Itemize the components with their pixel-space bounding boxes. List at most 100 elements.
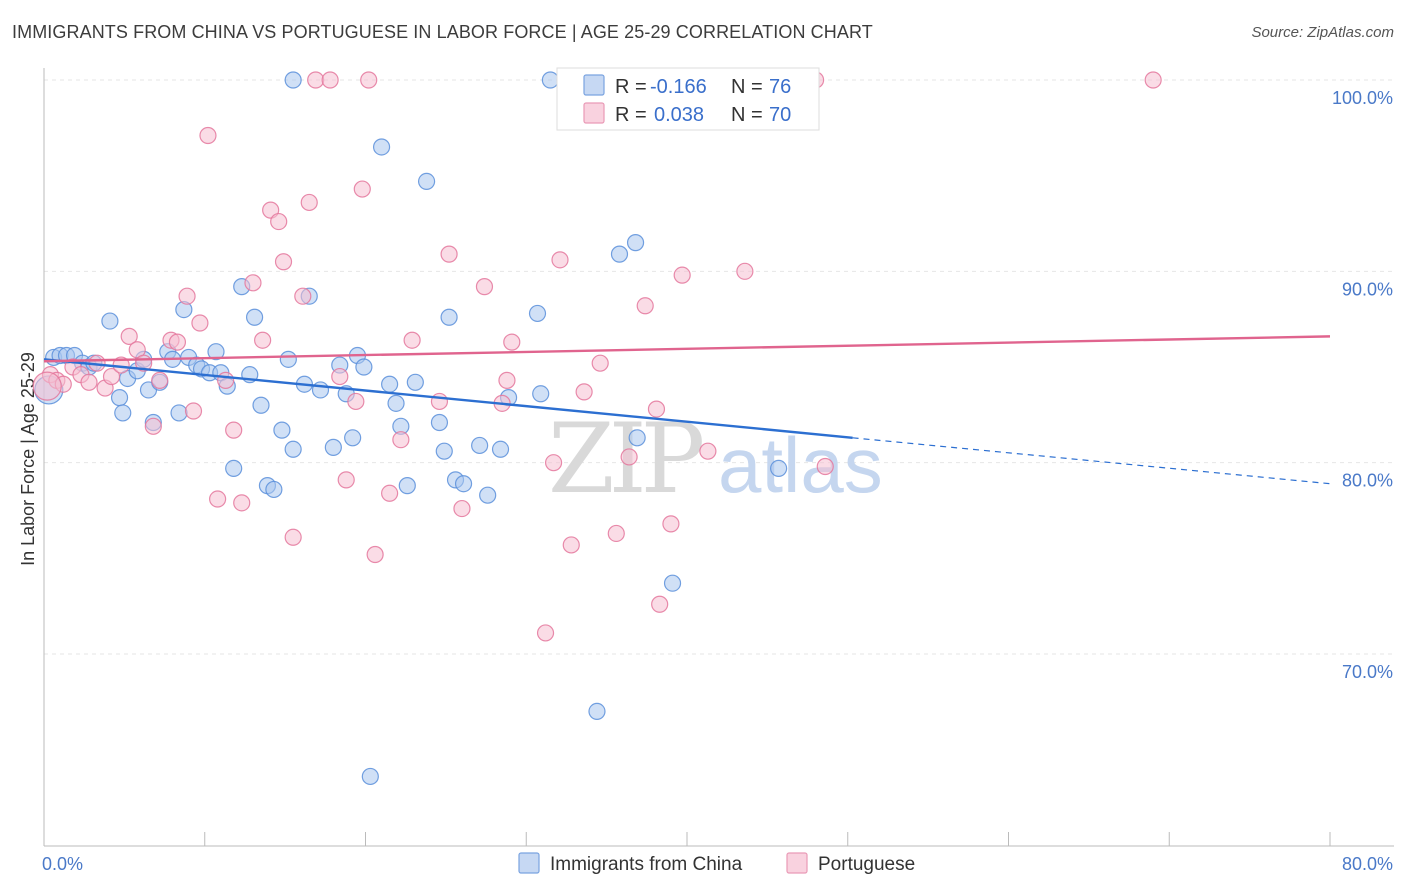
china-point	[324, 438, 342, 456]
portuguese-point	[233, 494, 251, 512]
china-point	[588, 702, 606, 721]
portuguese-point	[360, 71, 378, 89]
china-point	[435, 442, 453, 460]
portuguese-point	[498, 371, 516, 389]
china-point	[381, 375, 399, 393]
x-tick-label-min: 0.0%	[42, 854, 83, 874]
portuguese-point	[254, 331, 272, 349]
china-point	[628, 429, 646, 447]
portuguese-point	[178, 287, 196, 305]
china-point	[170, 404, 188, 422]
portuguese-point	[651, 595, 669, 613]
portuguese-point	[440, 245, 458, 263]
portuguese-point	[453, 499, 471, 518]
china-point	[372, 138, 391, 156]
china-point	[110, 389, 129, 407]
portuguese-point	[662, 515, 680, 533]
portuguese-point	[321, 71, 339, 89]
portuguese-point	[536, 624, 555, 642]
portuguese-point	[244, 274, 262, 292]
portuguese-point	[217, 371, 235, 389]
portuguese-point	[284, 528, 302, 546]
portuguese-point	[475, 278, 494, 296]
china-point	[532, 385, 550, 403]
china-point	[398, 477, 416, 495]
china-point	[541, 71, 559, 89]
portuguese-point	[430, 392, 449, 411]
stats-portuguese-r-value: 0.038	[654, 104, 704, 126]
portuguese-point	[353, 180, 371, 198]
portuguese-point	[209, 490, 227, 508]
china-point	[101, 312, 119, 330]
china-point	[454, 475, 473, 493]
china-point	[471, 436, 489, 455]
portuguese-point	[403, 331, 421, 349]
china-trend-extension	[852, 437, 1331, 485]
y-axis-title: In Labor Force | Age 25-29	[18, 352, 38, 566]
portuguese-point	[636, 297, 654, 315]
portuguese-point	[607, 524, 625, 543]
stats-portuguese-r-label: R =	[615, 104, 647, 126]
portuguese-point	[816, 457, 834, 476]
china-point	[417, 172, 436, 191]
china-point	[406, 373, 424, 391]
chart-source: Source: ZipAtlas.com	[1251, 24, 1394, 41]
stats-china-swatch	[583, 74, 605, 96]
stats-portuguese-swatch	[583, 102, 605, 124]
china-point	[430, 413, 449, 432]
portuguese-point	[575, 383, 593, 401]
legend-portuguese-label: Portuguese	[818, 854, 915, 875]
stats-china-n-label: N =	[731, 76, 763, 98]
legend-china-swatch	[518, 852, 540, 874]
portuguese-point	[591, 354, 609, 372]
china-point	[663, 574, 682, 592]
portuguese-point	[168, 333, 187, 351]
portuguese-point	[620, 448, 638, 466]
china-point	[344, 429, 362, 447]
portuguese-point	[199, 126, 217, 145]
china-point	[387, 394, 405, 412]
portuguese-point	[699, 442, 717, 460]
y-tick-labels: 70.0% 80.0% 90.0% 100.0%	[1332, 88, 1393, 682]
china-point	[361, 767, 379, 786]
portuguese-point	[392, 431, 410, 449]
portuguese-point	[366, 545, 384, 564]
y-tick-label-70: 70.0%	[1342, 662, 1393, 682]
portuguese-point	[673, 266, 691, 284]
portuguese-point	[347, 392, 365, 411]
china-trend-line	[43, 358, 853, 439]
portuguese-point	[225, 421, 243, 439]
china-point	[626, 234, 645, 252]
china-point	[265, 480, 283, 499]
china-point	[479, 486, 497, 504]
portuguese-point	[300, 193, 318, 212]
watermark-atlas: atlas	[718, 421, 883, 509]
portuguese-point	[102, 367, 121, 386]
portuguese-trend-line	[43, 335, 1331, 363]
legend-portuguese-swatch	[786, 852, 808, 874]
china-point	[311, 381, 330, 399]
portuguese-point	[736, 262, 754, 280]
china-point	[207, 343, 225, 361]
china-point	[245, 308, 264, 326]
china-point	[273, 421, 291, 439]
portuguese-point	[144, 417, 162, 435]
portuguese-point	[184, 402, 203, 420]
stats-portuguese-n-label: N =	[731, 104, 763, 126]
chart-title: IMMIGRANTS FROM CHINA VS PORTUGUESE IN L…	[12, 22, 873, 42]
china-point	[225, 459, 243, 478]
portuguese-point	[551, 251, 569, 269]
y-tick-label-80: 80.0%	[1342, 471, 1393, 491]
series-portuguese-points	[32, 71, 1162, 642]
y-tick-label-90: 90.0%	[1342, 279, 1393, 299]
stats-china-r-value: -0.166	[650, 76, 707, 98]
china-point	[279, 350, 297, 368]
x-tick-label-max: 80.0%	[1342, 854, 1393, 874]
stats-china-n-value: 76	[769, 76, 791, 98]
china-point	[355, 358, 373, 376]
china-point	[284, 71, 302, 89]
portuguese-point	[307, 71, 325, 89]
bottom-legend: Immigrants from China Portuguese	[518, 852, 915, 875]
china-point	[610, 245, 629, 263]
